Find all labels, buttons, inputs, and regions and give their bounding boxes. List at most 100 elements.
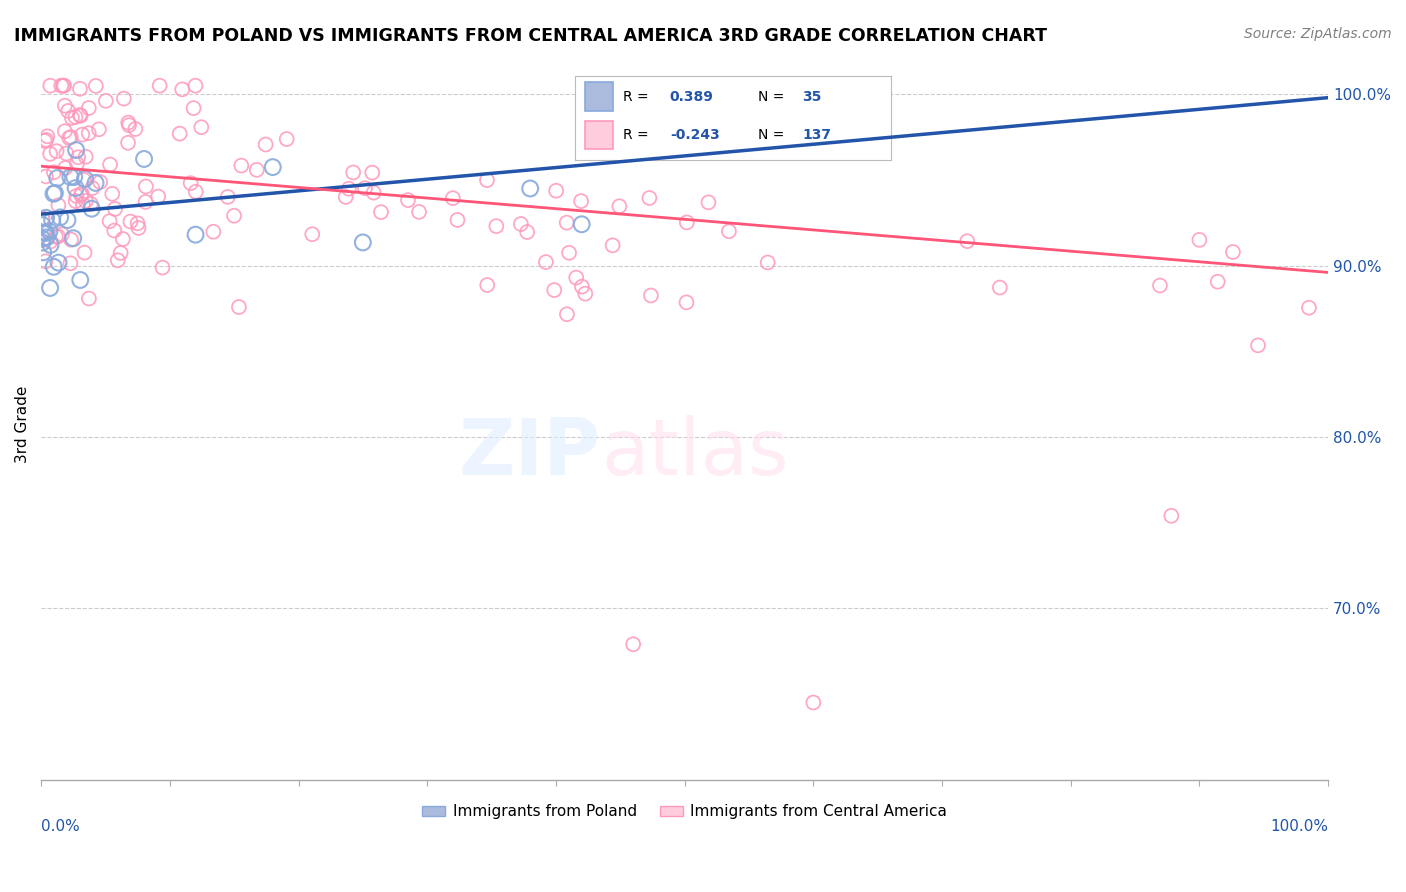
Point (609, 199, 631, 213)
Point (184, 227, 207, 242)
Point (697, 195, 720, 210)
Point (262, 160, 284, 174)
Point (509, 217, 531, 231)
Point (80, 197, 103, 211)
Legend: Immigrants from Poland, Immigrants from Central America: Immigrants from Poland, Immigrants from … (416, 798, 953, 825)
Text: atlas: atlas (600, 415, 789, 491)
Point (35, 225, 58, 239)
Point (75, 150, 97, 164)
Point (477, 278, 499, 293)
Point (53, 161, 76, 175)
Point (48, 198, 70, 212)
Point (66, 157, 89, 171)
Point (60, 111, 83, 125)
Point (276, 132, 298, 146)
Text: ZIP: ZIP (458, 415, 600, 491)
Point (31, 232, 53, 246)
Point (34, 226, 56, 240)
Point (98, 157, 121, 171)
Point (73, 172, 96, 186)
Point (335, 190, 357, 204)
Point (569, 194, 592, 208)
Point (82, 181, 104, 195)
Point (717, 224, 740, 238)
Point (89, 175, 111, 189)
Point (39, 281, 62, 295)
Point (254, 137, 277, 152)
Point (45, 144, 67, 158)
Point (638, 191, 661, 205)
Point (77, 101, 100, 115)
Point (35, 211, 58, 225)
Point (574, 286, 596, 301)
Point (1149, 278, 1171, 293)
Point (117, 136, 139, 150)
Point (222, 209, 245, 223)
Point (184, 78, 207, 93)
Point (39, 78, 62, 93)
Point (621, 637, 644, 651)
Point (246, 162, 269, 177)
Point (98, 214, 121, 228)
Point (118, 118, 141, 132)
Point (75, 194, 97, 208)
Point (58, 131, 80, 145)
Point (65, 110, 87, 124)
Point (571, 217, 593, 231)
Point (370, 205, 392, 219)
Point (337, 182, 360, 196)
Point (42, 260, 65, 274)
Point (62, 231, 84, 245)
Point (169, 127, 191, 141)
Point (352, 235, 374, 250)
Point (1298, 301, 1320, 315)
Point (48, 255, 70, 269)
Point (183, 101, 205, 115)
Point (87, 122, 110, 136)
Point (801, 696, 824, 710)
Point (149, 78, 172, 93)
Point (546, 184, 568, 198)
Point (217, 190, 239, 204)
Point (70, 128, 93, 142)
Point (69, 82, 91, 96)
Point (180, 176, 202, 190)
Point (58, 103, 80, 118)
Point (1160, 508, 1182, 523)
Point (52, 78, 75, 93)
Point (31, 211, 53, 226)
Point (46, 229, 69, 244)
Point (127, 216, 149, 230)
Point (44, 186, 66, 200)
Point (39, 147, 62, 161)
Point (51, 227, 73, 242)
Point (32, 245, 55, 260)
Point (534, 255, 557, 269)
Point (77, 292, 100, 306)
Point (73, 245, 96, 260)
Point (77, 126, 100, 140)
Point (1188, 233, 1211, 247)
Point (135, 194, 157, 209)
Point (117, 115, 139, 129)
Point (675, 295, 697, 310)
Point (202, 225, 225, 239)
Point (59, 169, 82, 184)
Point (42, 186, 65, 201)
Point (72, 197, 94, 211)
Point (35, 169, 58, 184)
Point (152, 260, 174, 275)
Point (101, 186, 124, 201)
Point (84, 78, 107, 93)
Point (301, 227, 323, 242)
Point (408, 205, 430, 219)
Point (103, 223, 125, 237)
Point (49, 211, 72, 225)
Point (38, 225, 60, 239)
Point (69, 273, 91, 287)
Point (53, 124, 76, 138)
Point (55, 146, 77, 161)
Point (555, 216, 578, 230)
Point (988, 280, 1011, 294)
Point (190, 120, 212, 135)
